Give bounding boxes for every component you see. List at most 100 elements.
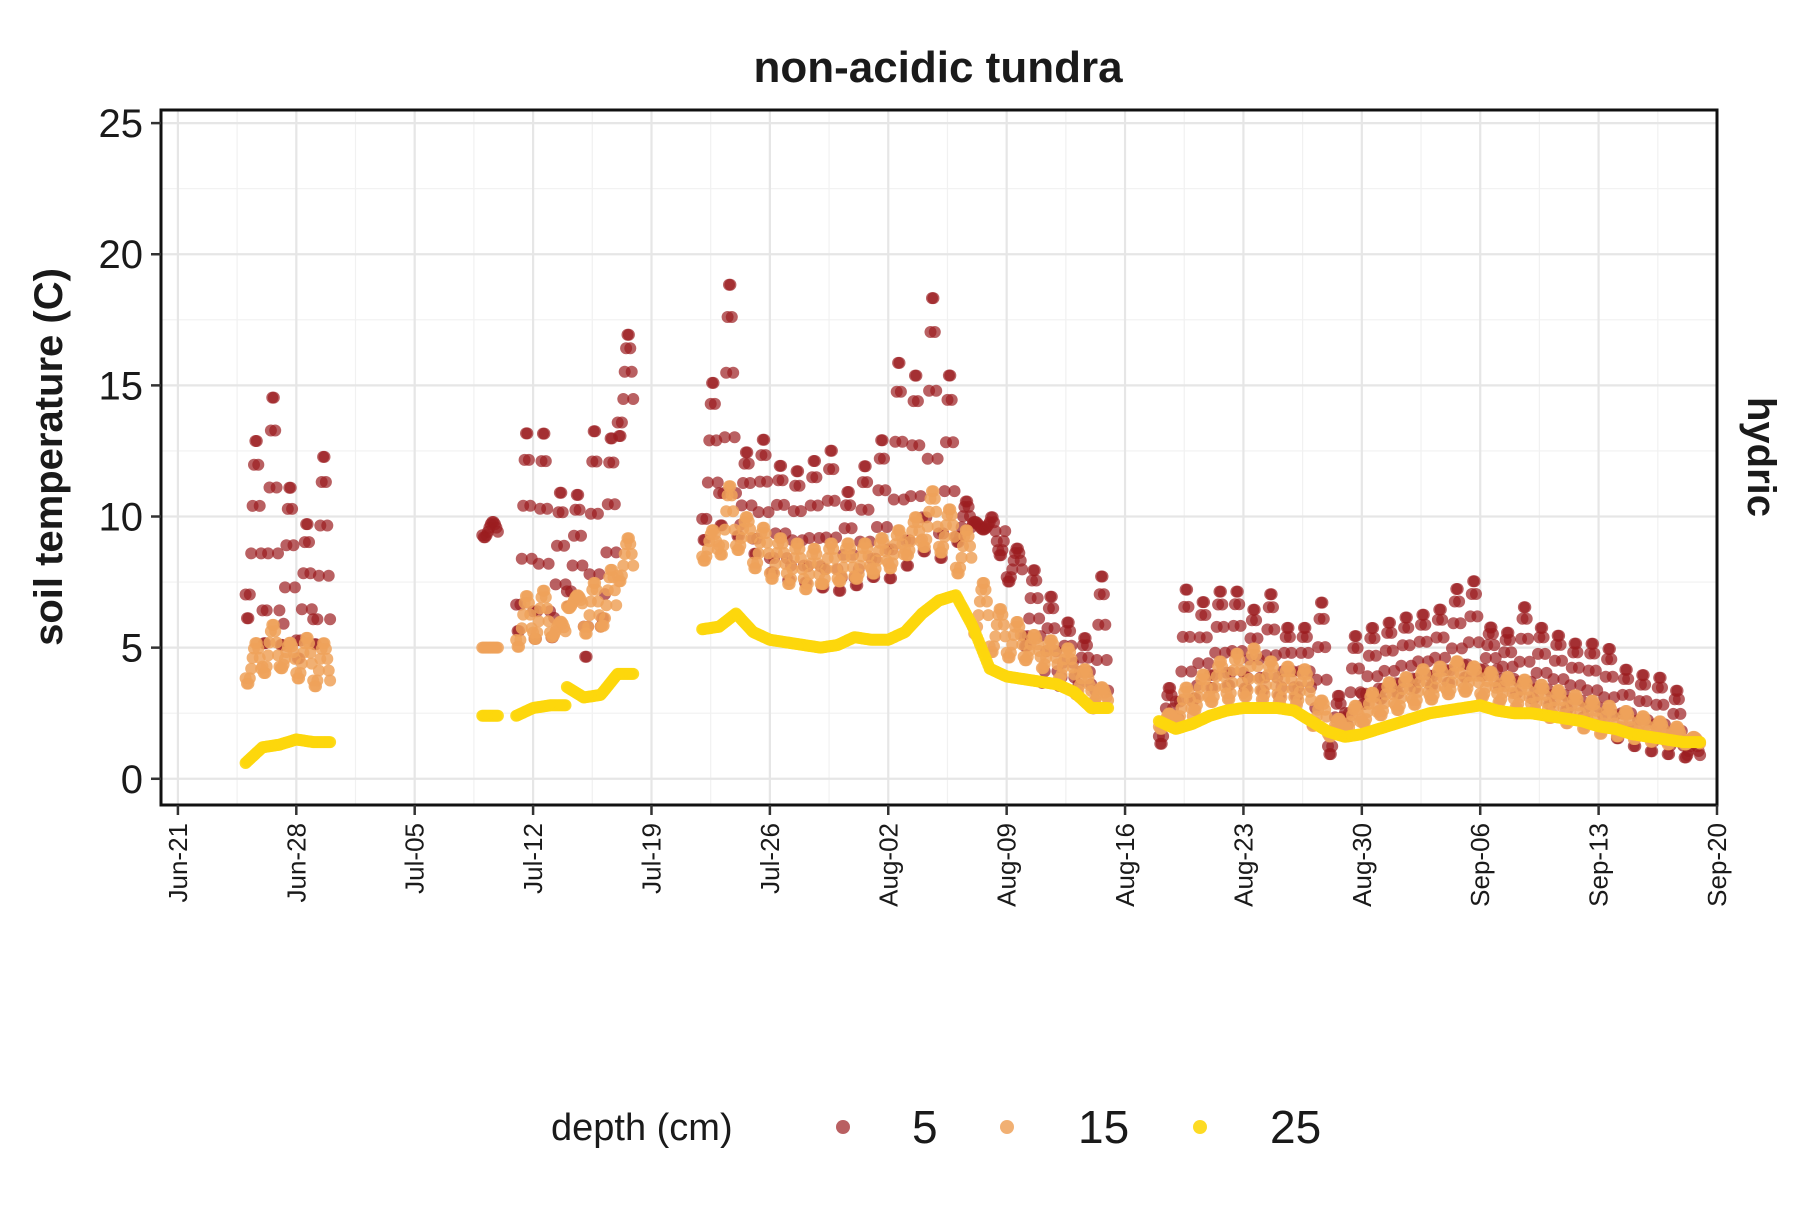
legend-key-5 <box>836 1120 850 1134</box>
data-point <box>929 493 941 505</box>
data-point <box>1488 639 1500 651</box>
data-point <box>946 394 958 406</box>
data-point <box>289 581 301 593</box>
data-point <box>1539 648 1551 660</box>
data-point <box>627 668 639 680</box>
data-point <box>1098 588 1110 600</box>
data-point <box>1319 641 1331 653</box>
data-point <box>1102 702 1114 714</box>
data-point <box>1033 613 1045 625</box>
data-point <box>741 446 753 458</box>
data-point <box>729 431 741 443</box>
data-point <box>557 506 569 518</box>
data-point <box>846 522 858 534</box>
data-point <box>627 560 639 572</box>
data-point <box>592 508 604 520</box>
data-point <box>591 584 603 596</box>
data-point <box>863 504 875 516</box>
data-point <box>775 460 787 472</box>
data-point <box>809 455 821 467</box>
x-tick-label: Jun-21 <box>163 823 193 903</box>
data-point <box>555 487 567 499</box>
data-point <box>273 604 285 616</box>
data-point <box>1419 619 1431 631</box>
data-point <box>311 613 323 625</box>
legend-key-25 <box>1193 1120 1207 1134</box>
y-axis-label: soil temperature (C) <box>27 268 71 646</box>
data-point <box>1470 588 1482 600</box>
x-tick-label: Aug-16 <box>1110 823 1140 907</box>
data-point <box>998 535 1010 547</box>
data-point <box>581 651 593 663</box>
data-point <box>269 425 281 437</box>
data-point <box>1624 689 1636 701</box>
data-point <box>1385 627 1397 639</box>
legend-label-25: 25 <box>1270 1101 1321 1153</box>
data-point <box>930 385 942 397</box>
data-point <box>1216 599 1228 611</box>
data-point <box>1504 634 1516 646</box>
data-point <box>965 552 977 564</box>
data-point <box>251 435 263 447</box>
data-point <box>1316 597 1328 609</box>
data-point <box>1268 624 1280 636</box>
data-point <box>1674 708 1686 720</box>
data-point <box>761 537 773 549</box>
data-point <box>1673 693 1685 705</box>
data-point <box>575 530 587 542</box>
legend-label-15: 15 <box>1078 1101 1129 1153</box>
data-point <box>303 536 315 548</box>
data-point <box>254 500 266 512</box>
data-point <box>727 505 739 517</box>
data-point <box>829 495 841 507</box>
x-tick-label: Jul-12 <box>518 823 548 894</box>
data-point <box>879 484 891 496</box>
data-point <box>323 570 335 582</box>
data-point <box>1521 613 1533 625</box>
data-point <box>1622 673 1634 685</box>
y-tick-label: 10 <box>99 496 144 540</box>
data-point <box>827 463 839 475</box>
data-point <box>964 540 976 552</box>
y-tick-label: 25 <box>99 102 144 146</box>
data-point <box>1435 604 1447 616</box>
data-point <box>1572 646 1584 658</box>
data-point <box>1249 604 1261 616</box>
data-point <box>792 465 804 477</box>
data-point <box>1519 601 1531 613</box>
data-point <box>1607 671 1619 683</box>
data-point <box>286 503 298 515</box>
data-point <box>1487 628 1499 640</box>
chart-title: non-acidic tundra <box>753 43 1123 92</box>
data-point <box>1233 598 1245 610</box>
data-point <box>271 637 283 649</box>
data-point <box>1452 583 1464 595</box>
data-point <box>1233 654 1245 666</box>
data-point <box>304 647 316 659</box>
data-point <box>1029 564 1041 576</box>
data-point <box>1242 684 1254 696</box>
x-tick-label: Jul-19 <box>636 823 666 894</box>
data-point <box>913 439 925 451</box>
data-point <box>1556 655 1568 667</box>
data-point <box>288 539 300 551</box>
data-point <box>1321 674 1333 686</box>
data-point <box>810 471 822 483</box>
data-point <box>242 612 254 624</box>
data-point <box>1250 614 1262 626</box>
data-point <box>794 480 806 492</box>
data-point <box>1318 613 1330 625</box>
data-point <box>582 621 594 633</box>
data-point <box>521 427 533 439</box>
data-point <box>541 602 553 614</box>
data-point <box>558 540 570 552</box>
data-point <box>1047 602 1059 614</box>
data-point <box>727 367 739 379</box>
data-point <box>261 661 273 673</box>
data-point <box>1453 596 1465 608</box>
data-point <box>1694 749 1706 761</box>
data-point <box>541 503 553 515</box>
data-point <box>981 596 993 608</box>
y-tick-label: 5 <box>121 627 143 671</box>
data-point <box>1266 588 1278 600</box>
